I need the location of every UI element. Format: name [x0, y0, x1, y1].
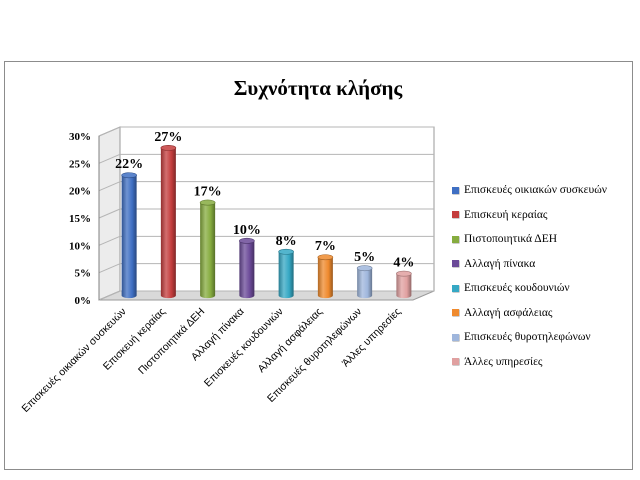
- bar-body: [239, 240, 255, 299]
- data-label: 8%: [276, 234, 297, 249]
- gridline-side: [98, 126, 121, 137]
- legend-swatch: [452, 333, 459, 341]
- y-tick-label: 15%: [69, 213, 91, 225]
- legend-label: Άλλες υπηρεσίες: [464, 355, 543, 368]
- bar: [278, 248, 294, 299]
- bar-body: [278, 251, 294, 299]
- bar-body: [396, 273, 412, 299]
- legend-label: Επισκευές κουδουνιών: [464, 282, 570, 295]
- legend-label: Επισκευές θυροτηλεφώνων: [464, 331, 591, 344]
- chart-title: Συχνότητα κλήσης: [234, 76, 404, 100]
- y-tick-label: 20%: [69, 186, 91, 198]
- y-tick-label: 0%: [75, 295, 92, 307]
- legend-label: Επισκευή κεραίας: [464, 208, 548, 221]
- gridline-side: [98, 208, 121, 219]
- bar-top: [278, 248, 294, 255]
- legend-item: Πιστοποιητικά ΔΕΗ: [452, 227, 632, 252]
- data-label: 7%: [315, 239, 336, 254]
- legend-swatch: [452, 358, 459, 366]
- chart-floor: [98, 290, 435, 301]
- legend-item: Αλλαγή πίνακα: [452, 252, 632, 277]
- legend-label: Αλλαγή ασφάλειας: [464, 306, 553, 319]
- bar-body: [121, 175, 137, 299]
- bar-top: [317, 254, 334, 261]
- bar-body: [200, 202, 216, 299]
- legend-swatch: [452, 235, 459, 243]
- legend-item: Επισκευή κεραίας: [452, 203, 632, 228]
- bar: [239, 237, 255, 299]
- legend-label: Αλλαγή πίνακα: [464, 257, 536, 270]
- legend-swatch: [452, 186, 459, 194]
- gridline-side: [98, 263, 121, 274]
- data-label: 10%: [233, 223, 261, 238]
- bar: [199, 199, 216, 299]
- gridline-side: [98, 153, 121, 164]
- legend-swatch: [452, 309, 459, 317]
- y-tick-label: 30%: [69, 131, 91, 143]
- legend-swatch: [452, 211, 459, 219]
- bar-top: [239, 237, 255, 244]
- bar-body: [160, 147, 176, 299]
- data-label: 27%: [154, 130, 182, 145]
- bar: [396, 270, 412, 299]
- y-tick-label: 25%: [69, 158, 91, 170]
- legend-swatch: [452, 260, 459, 268]
- x-tick-label: Πιστοποιητικά ΔΕΗ: [136, 306, 207, 377]
- bar-top: [121, 172, 137, 179]
- data-label: 17%: [194, 185, 222, 200]
- y-tick-label: 10%: [69, 240, 91, 252]
- bar: [356, 265, 373, 299]
- data-label: 5%: [354, 250, 375, 265]
- gridline-side: [98, 290, 121, 301]
- gridline-side: [98, 181, 121, 192]
- bar-top: [356, 265, 373, 272]
- data-label: 4%: [393, 256, 414, 271]
- bar-top: [396, 270, 412, 277]
- bar: [121, 172, 137, 299]
- legend-item: Επισκευές θυροτηλεφώνων: [452, 325, 632, 350]
- y-tick-label: 5%: [75, 268, 92, 280]
- bar-body: [357, 268, 373, 299]
- legend-label: Επισκευές οικιακών συσκευών: [464, 184, 607, 197]
- legend-label: Πιστοποιητικά ΔΕΗ: [464, 233, 558, 246]
- legend-item: Άλλες υπηρεσίες: [452, 350, 632, 375]
- gridline-side: [98, 235, 121, 246]
- legend-item: Επισκευές οικιακών συσκευών: [452, 178, 632, 203]
- legend-swatch: [452, 284, 459, 292]
- data-label: 22%: [115, 157, 143, 172]
- bar: [160, 144, 177, 299]
- bar: [317, 254, 334, 299]
- legend-item: Επισκευές κουδουνιών: [452, 276, 632, 301]
- legend-item: Αλλαγή ασφάλειας: [452, 301, 632, 326]
- bar-top: [199, 199, 216, 206]
- bar-top: [160, 144, 177, 151]
- x-tick-label: Επισκευές κουδουνιών: [202, 306, 286, 390]
- chart-legend: Επισκευές οικιακών συσκευών Επισκευή κερα…: [452, 178, 632, 374]
- bar-body: [317, 257, 333, 299]
